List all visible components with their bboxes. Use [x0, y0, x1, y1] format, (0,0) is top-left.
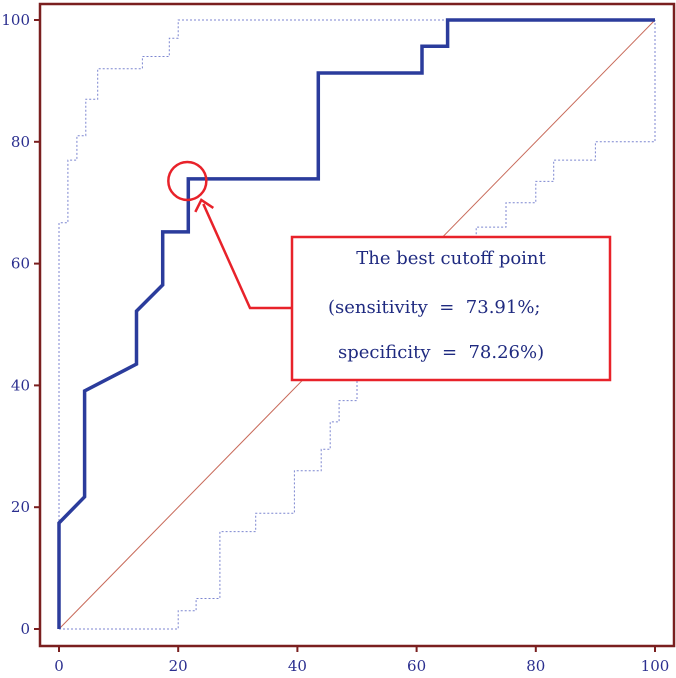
plot-border: [38, 2, 676, 648]
x-tick-label: 40: [288, 657, 307, 675]
x-tick-label: 80: [526, 657, 545, 675]
best-cutoff-annotation: The best cutoff point (sensitivity = 73.…: [167, 160, 612, 382]
annotation-sensitivity: (sensitivity = 73.91%;: [328, 297, 540, 318]
y-tick-label: 60: [11, 255, 30, 273]
plot-frame-layer: [38, 2, 676, 648]
upper-confidence-bound-line: [58, 19, 536, 629]
roc-curve-line: [57, 18, 655, 629]
annotation-arrowhead: [194, 198, 215, 213]
y-tick-label: 0: [20, 620, 30, 638]
x-tick-label: 100: [641, 657, 670, 675]
axis-ticks: 0 20 40 60 80 100 0 20 40 60 80 100: [1, 11, 669, 675]
y-tick-label: 20: [11, 498, 30, 516]
y-tick-label: 80: [11, 133, 30, 151]
annotation-arrow: [202, 203, 292, 310]
best-cutoff-marker: [167, 160, 208, 202]
annotation-callout-box: [290, 235, 612, 382]
y-tick-label: 100: [1, 11, 30, 29]
annotation-specificity: specificity = 78.26%): [338, 342, 544, 363]
y-tick-label: 40: [11, 376, 30, 394]
x-tick-label: 0: [54, 657, 64, 675]
x-tick-label: 60: [407, 657, 426, 675]
x-tick-label: 20: [169, 657, 188, 675]
annotation-title: The best cutoff point: [356, 248, 546, 269]
